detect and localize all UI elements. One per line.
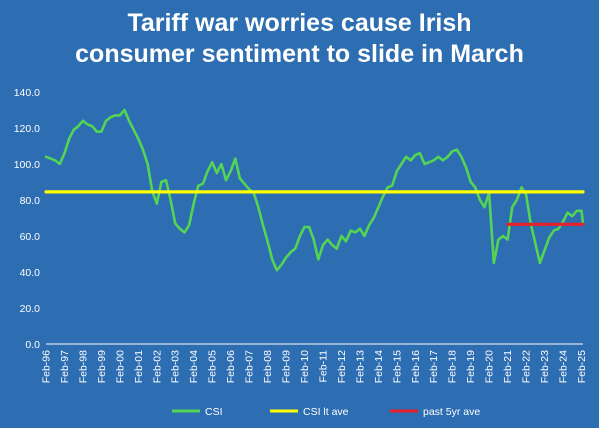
x-tick-label: Feb-00: [114, 350, 126, 383]
y-tick-label: 140.0: [14, 87, 40, 99]
legend: CSI CSI lt ave past 5yr ave: [172, 406, 480, 418]
x-tick-label: Feb-97: [59, 350, 71, 383]
y-axis: 0.0 20.0 40.0 60.0 80.0 100.0 120.0 140.0: [14, 87, 40, 351]
y-tick-label: 100.0: [14, 159, 40, 171]
legend-label: CSI: [205, 406, 223, 418]
x-tick-label: Feb-99: [96, 350, 108, 383]
x-tick-label: Feb-98: [77, 350, 89, 383]
y-tick-label: 80.0: [20, 195, 41, 207]
x-tick-label: Feb-21: [502, 350, 514, 383]
y-tick-label: 20.0: [20, 303, 41, 315]
x-tick-label: Feb-22: [521, 350, 533, 383]
x-tick-label: Feb-17: [428, 350, 440, 383]
y-tick-label: 120.0: [14, 123, 40, 135]
x-tick-label: Feb-19: [465, 350, 477, 383]
legend-item-past-5yr-ave: past 5yr ave: [390, 406, 480, 418]
x-tick-label: Feb-24: [557, 350, 569, 383]
x-tick-label: Feb-08: [262, 350, 274, 383]
x-tick-label: Feb-11: [317, 350, 329, 383]
x-tick-label: Feb-03: [170, 350, 182, 383]
legend-label: past 5yr ave: [423, 406, 480, 418]
x-tick-label: Feb-05: [207, 350, 219, 383]
x-tick-label: Feb-04: [188, 350, 200, 383]
csi-series-line: [44, 108, 585, 272]
x-tick-label: Feb-06: [225, 350, 237, 383]
chart-title-line-2: consumer sentiment to slide in March: [75, 40, 524, 68]
legend-label: CSI lt ave: [303, 406, 349, 418]
x-tick-label: Feb-25: [576, 350, 588, 383]
x-tick-label: Feb-07: [244, 350, 256, 383]
chart-title-line-1: Tariff war worries cause Irish: [127, 9, 472, 37]
x-tick-label: Feb-23: [539, 350, 551, 383]
x-axis: Feb-96 Feb-97 Feb-98 Feb-99 Feb-00 Feb-01 Feb-…: [41, 343, 588, 383]
x-tick-label: Feb-13: [354, 350, 366, 383]
legend-item-csi: CSI: [172, 406, 223, 418]
series-layer: [44, 108, 585, 272]
legend-item-csi-lt-ave: CSI lt ave: [270, 406, 349, 418]
x-tick-label: Feb-96: [41, 350, 53, 383]
x-tick-label: Feb-01: [133, 350, 145, 383]
x-tick-label: Feb-12: [336, 350, 348, 383]
chart-title: Tariff war worries cause Irish consumer …: [0, 8, 599, 70]
x-tick-label: Feb-16: [410, 350, 422, 383]
x-tick-label: Feb-10: [299, 350, 311, 383]
x-tick-label: Feb-14: [373, 350, 385, 383]
x-tick-label: Feb-18: [447, 350, 459, 383]
y-tick-label: 0.0: [25, 339, 40, 351]
x-tick-label: Feb-20: [484, 350, 496, 383]
y-tick-label: 60.0: [20, 231, 41, 243]
y-tick-label: 40.0: [20, 267, 41, 279]
x-tick-label: Feb-09: [281, 350, 293, 383]
x-tick-label: Feb-02: [151, 350, 163, 383]
x-tick-label: Feb-15: [391, 350, 403, 383]
